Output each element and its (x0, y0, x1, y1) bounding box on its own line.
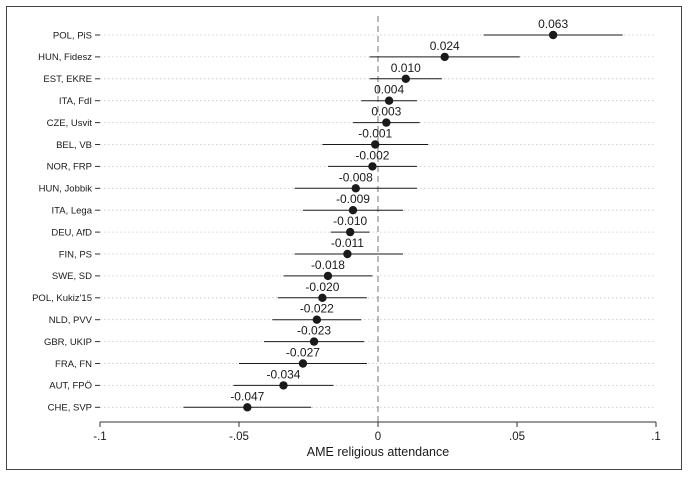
point-marker (323, 271, 333, 281)
point-marker (384, 96, 394, 105)
value-label: -0.022 (300, 302, 334, 316)
point-estimates (243, 30, 558, 412)
value-label: -0.001 (358, 127, 392, 141)
x-tick-label: -.05 (229, 431, 249, 443)
x-tick-label: 0 (375, 431, 381, 443)
y-tick-label: ITA, FdI (59, 96, 92, 107)
point-marker (312, 315, 322, 324)
value-label: -0.002 (355, 148, 389, 162)
point-marker (440, 52, 449, 62)
value-label: -0.027 (286, 346, 320, 360)
y-tick-label: FRA, FN (55, 359, 92, 370)
value-label: 0.004 (374, 83, 404, 97)
value-label: -0.047 (230, 389, 264, 403)
point-marker (279, 381, 288, 390)
y-tick-label: NOR, FRP (47, 162, 92, 173)
point-marker (382, 118, 391, 127)
point-marker (309, 337, 319, 346)
point-marker (348, 206, 358, 215)
x-tick-label: -.1 (93, 431, 106, 443)
value-label: -0.008 (339, 170, 373, 184)
point-marker (298, 359, 308, 368)
value-label: -0.023 (297, 324, 331, 338)
y-tick-label: CZE, Usvit (47, 118, 93, 129)
y-tick-label: SWE, SD (52, 271, 92, 282)
value-label: -0.010 (333, 214, 367, 228)
y-tick-label: EST, EKRE (43, 74, 92, 85)
point-marker (368, 162, 377, 171)
value-label: -0.011 (331, 236, 364, 250)
y-tick-label: CHE, SVP (48, 403, 92, 414)
y-tick-label: AUT, FPÖ (49, 381, 92, 392)
value-label: -0.020 (305, 280, 339, 294)
y-tick-label: BEL, VB (56, 140, 92, 151)
y-tick-label: HUN, Jobbik (39, 184, 93, 195)
y-tick-label: DEU, AfD (51, 227, 92, 238)
value-label: 0.010 (391, 61, 421, 75)
figure-frame (6, 6, 682, 470)
value-label: 0.024 (430, 39, 460, 53)
point-marker (346, 227, 355, 237)
point-marker (343, 249, 352, 259)
value-label: -0.018 (311, 258, 345, 272)
value-label: 0.063 (538, 17, 568, 31)
x-axis: -.1 -.05 0 .05 .1 (93, 421, 661, 443)
x-axis-title: AME religious attendance (307, 445, 449, 459)
y-tick-label: HUN, Fidesz (38, 52, 92, 63)
value-label: 0.003 (371, 105, 401, 119)
point-marker (318, 293, 327, 302)
point-marker (351, 184, 360, 193)
value-label: -0.034 (266, 367, 300, 381)
value-label: -0.009 (336, 192, 370, 206)
point-marker (401, 74, 410, 84)
point-marker (548, 30, 558, 40)
x-tick-label: .05 (509, 431, 525, 443)
y-tick-label: FIN, PS (59, 249, 92, 260)
y-tick-label: POL, PiS (53, 30, 92, 41)
y-tick-label: ITA, Lega (52, 206, 93, 217)
y-tick-label: NLD, PVV (49, 315, 93, 326)
x-tick-label: .1 (651, 431, 661, 443)
y-axis-labels: POL, PiS HUN, Fidesz EST, EKRE ITA, FdI CZE,… (32, 30, 100, 414)
value-labels: 0.063 0.024 0.010 0.004 0.003 -0.001 -0.002 -0.… (230, 17, 568, 403)
point-marker (371, 140, 380, 149)
y-tick-label: GBR, UKIP (44, 337, 92, 348)
point-marker (243, 403, 252, 412)
y-tick-label: POL, Kukiz'15 (32, 293, 92, 304)
